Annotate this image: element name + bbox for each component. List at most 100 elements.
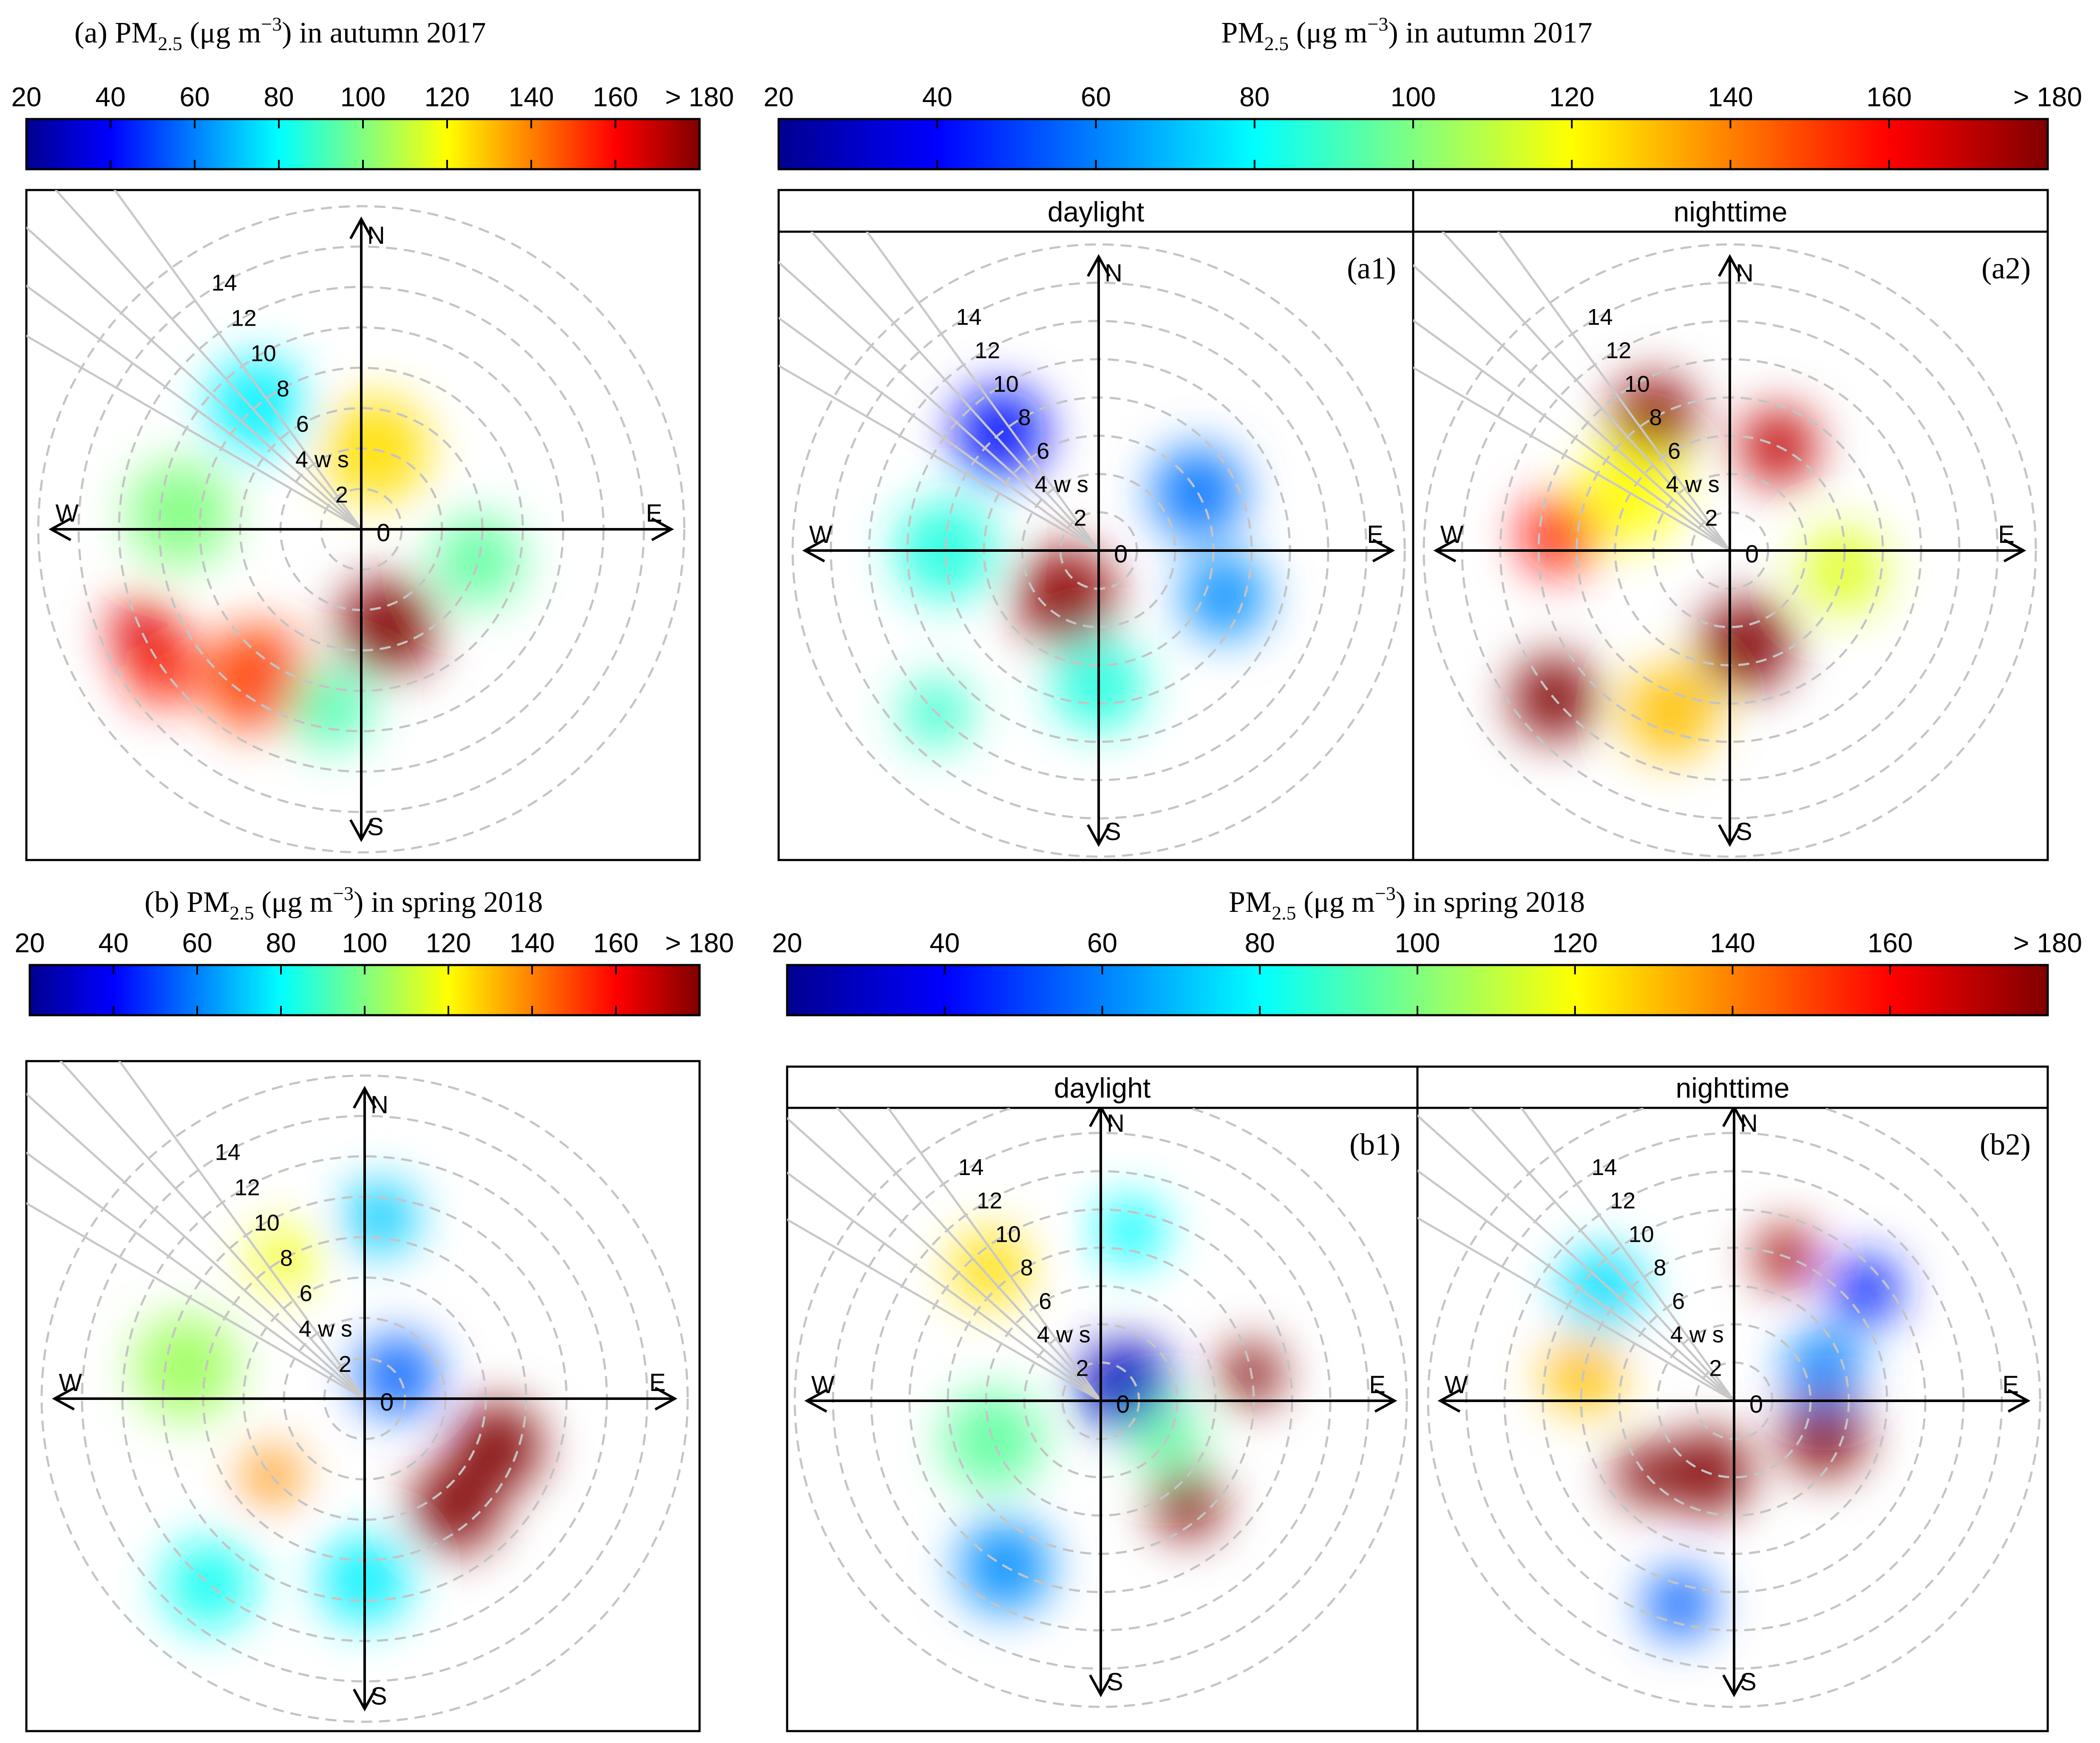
colorbar-tick-label: > 180 xyxy=(665,82,734,112)
colorbar-tick-label: 20 xyxy=(763,82,794,112)
compass-label-west: W xyxy=(1440,521,1464,548)
axis-arrowhead xyxy=(802,539,825,562)
axis-arrowhead xyxy=(48,517,71,541)
colorbar-tick-label: 120 xyxy=(1552,928,1598,958)
colorbar-tick-label: 160 xyxy=(1866,82,1912,112)
compass-label-zero: 0 xyxy=(1116,1391,1130,1418)
concentration-blob xyxy=(952,1230,1029,1307)
ring-label: 10 xyxy=(254,1210,280,1236)
reference-line xyxy=(26,1202,366,1400)
colorbar-tick-label: 20 xyxy=(772,928,802,958)
ring-label: 12 xyxy=(235,1175,260,1201)
concentration-blob xyxy=(109,599,174,664)
concentration-blob xyxy=(1182,554,1267,639)
ring-label: 8 xyxy=(280,1246,293,1271)
concentration-blob xyxy=(1831,1255,1901,1325)
chart-title-b: (b) PM2.5 (μg m−3) in spring 2018 xyxy=(145,883,543,924)
reference-line xyxy=(1413,319,1731,552)
chart-title-a: (a) PM2.5 (μg m−3) in autumn 2017 xyxy=(74,13,486,54)
colorbar-tick-label: 40 xyxy=(95,82,125,112)
colorbar-tick-label: 120 xyxy=(426,928,471,958)
ring-label: 10 xyxy=(1629,1221,1654,1247)
axis-arrowhead xyxy=(349,819,373,842)
panel-label-b2: (b2) xyxy=(1980,1127,2031,1161)
concentration-blob xyxy=(1096,1197,1165,1266)
colorbar-tick-label: 80 xyxy=(266,928,296,958)
ring-label: 6 xyxy=(1672,1289,1685,1314)
colorbar-tick-label: 60 xyxy=(1081,82,1111,112)
ring-label: 2 xyxy=(1705,505,1717,531)
ring-label: 4 w s xyxy=(1670,1322,1724,1348)
wind-speed-ring xyxy=(791,243,1406,858)
wind-speed-ring xyxy=(1427,1108,2041,1708)
chart-title-b-split: PM2.5 (μg m−3) in spring 2018 xyxy=(1229,883,1585,924)
panel-label-a1: (a1) xyxy=(1347,251,1396,285)
colorbar-tick-label: 20 xyxy=(11,82,41,112)
reference-line xyxy=(866,232,1100,551)
axis-arrowhead xyxy=(2003,539,2026,562)
reference-line xyxy=(1413,366,1731,552)
axis-arrowhead xyxy=(349,216,373,239)
axis-arrowhead xyxy=(1372,539,1395,562)
concentration-blob xyxy=(1615,1444,1677,1505)
panel-a2: 2 4 w s 68 10 12 14 N S W E 0 nighttime (a2) xyxy=(1413,196,2037,858)
axis-arrowhead xyxy=(1718,254,1742,277)
reference-line xyxy=(26,1151,366,1400)
compass-label-west: W xyxy=(55,500,79,527)
ring-label: 14 xyxy=(1592,1155,1617,1180)
ring-label: 4 w s xyxy=(1035,472,1088,497)
concentration-blob xyxy=(1700,599,1793,691)
concentration-blob xyxy=(344,1181,417,1254)
panel-header-b1: daylight xyxy=(1054,1072,1151,1104)
colorbar-tick-label: 100 xyxy=(340,82,386,112)
concentration-field xyxy=(896,387,1267,747)
axis-arrowhead xyxy=(1433,539,1457,562)
compass-label-east: E xyxy=(1998,521,2015,548)
reference-line xyxy=(59,1061,366,1400)
axis-arrowhead xyxy=(655,1387,677,1411)
colorbar-tick-label: 40 xyxy=(922,82,952,112)
concentration-blob xyxy=(1645,1570,1714,1639)
colorbar-tick-label: 100 xyxy=(1395,928,1440,958)
concentration-blob xyxy=(434,516,523,605)
concentration-blob xyxy=(133,1314,238,1420)
colorbar-tick-label: 160 xyxy=(593,82,638,112)
ring-label: 8 xyxy=(1649,405,1662,430)
compass-label-west: W xyxy=(811,1371,835,1399)
ring-label: 8 xyxy=(1020,1255,1033,1280)
axis-arrowhead xyxy=(804,1389,828,1413)
reference-line xyxy=(779,364,1100,552)
ring-label: 14 xyxy=(1587,304,1613,330)
colorbar-tick-label: 80 xyxy=(1239,82,1270,112)
ring-label: 2 xyxy=(339,1351,351,1377)
axis-arrowhead xyxy=(1087,824,1111,847)
compass-label-east: E xyxy=(1369,1371,1386,1399)
colorbar-tick-label: 160 xyxy=(1868,928,1913,958)
ring-label: 12 xyxy=(231,306,257,331)
compass-label-west: W xyxy=(1445,1371,1468,1399)
panel-header-b2: nighttime xyxy=(1676,1072,1790,1104)
compass-label-north: N xyxy=(371,1091,388,1118)
ring-label: 12 xyxy=(977,1188,1002,1214)
wind-speed-ring xyxy=(40,1074,689,1723)
compass-label-zero: 0 xyxy=(1749,1391,1763,1418)
colorbar-tick-label: 120 xyxy=(425,82,470,112)
reference-line xyxy=(1469,1108,1735,1402)
axis-arrowhead xyxy=(2007,1389,2031,1413)
reference-line xyxy=(1417,1114,1735,1402)
axis-arrowhead xyxy=(1089,1108,1113,1127)
reference-line xyxy=(26,1092,366,1400)
reference-line xyxy=(787,1218,1102,1402)
compass-label-east: E xyxy=(1367,521,1383,548)
colorbar-tick-label: 160 xyxy=(593,928,639,958)
panel-b2: 2 4 w s 68 10 12 14 N S W E 0 nighttime (b2) xyxy=(1417,1072,2041,1708)
concentration-blob xyxy=(339,578,436,676)
